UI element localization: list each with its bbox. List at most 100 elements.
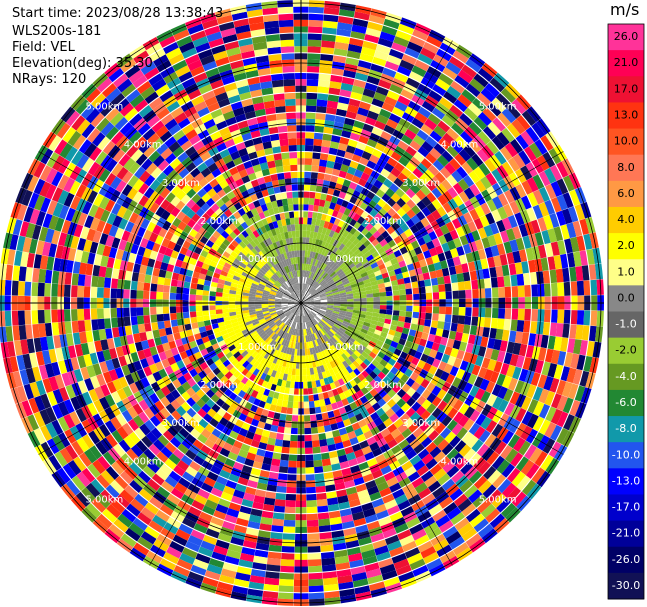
velocity-gate xyxy=(176,459,190,472)
velocity-gate xyxy=(417,53,433,66)
velocity-gate xyxy=(424,475,438,488)
velocity-gate xyxy=(468,121,483,136)
velocity-gate xyxy=(419,420,431,432)
velocity-gate xyxy=(291,328,295,336)
velocity-gate xyxy=(450,347,459,358)
velocity-gate xyxy=(305,454,314,462)
velocity-gate xyxy=(496,131,510,147)
velocity-gate xyxy=(420,378,431,389)
velocity-gate xyxy=(431,198,443,210)
velocity-gate xyxy=(305,125,315,133)
velocity-gate xyxy=(476,498,492,514)
velocity-gate xyxy=(432,434,445,447)
velocity-gate xyxy=(315,284,322,291)
velocity-gate xyxy=(278,591,294,600)
velocity-gate xyxy=(306,314,310,322)
velocity-gate xyxy=(389,482,402,494)
velocity-gate xyxy=(372,288,380,294)
velocity-gate xyxy=(386,295,394,301)
velocity-gate xyxy=(373,296,381,302)
velocity-gate xyxy=(110,308,118,318)
velocity-gate xyxy=(340,304,348,307)
velocity-gate xyxy=(270,424,279,433)
velocity-gate xyxy=(386,505,401,516)
velocity-gate xyxy=(332,189,341,198)
velocity-gate xyxy=(119,489,135,504)
velocity-gate xyxy=(339,310,347,314)
velocity-gate xyxy=(223,485,236,496)
velocity-gate xyxy=(396,388,407,399)
velocity-gate xyxy=(330,336,338,344)
velocity-gate xyxy=(252,562,267,571)
velocity-gate xyxy=(480,503,496,519)
velocity-gate xyxy=(411,204,422,215)
velocity-gate xyxy=(189,288,197,295)
velocity-gate xyxy=(371,98,384,109)
velocity-gate xyxy=(250,418,260,428)
velocity-gate xyxy=(124,484,139,499)
velocity-gate xyxy=(512,153,526,169)
velocity-gate xyxy=(280,559,295,567)
velocity-gate xyxy=(309,414,317,422)
velocity-gate xyxy=(140,506,156,521)
velocity-gate xyxy=(376,259,385,267)
velocity-gate xyxy=(441,267,450,277)
velocity-gate xyxy=(427,113,442,126)
velocity-gate xyxy=(442,91,458,105)
velocity-gate xyxy=(322,27,337,36)
velocity-gate xyxy=(301,289,303,297)
velocity-gate xyxy=(280,345,286,353)
velocity-gate xyxy=(405,188,416,199)
velocity-gate xyxy=(313,298,321,301)
velocity-gate xyxy=(377,557,394,569)
velocity-gate xyxy=(272,518,284,527)
velocity-gate xyxy=(353,258,361,266)
velocity-gate xyxy=(379,487,392,498)
velocity-gate xyxy=(463,418,475,432)
velocity-gate xyxy=(506,486,522,503)
velocity-gate xyxy=(288,313,293,319)
velocity-gate xyxy=(375,44,391,55)
velocity-gate xyxy=(311,280,316,287)
velocity-gate xyxy=(464,280,472,290)
velocity-gate xyxy=(459,479,474,494)
velocity-gate xyxy=(255,542,270,552)
velocity-gate xyxy=(196,517,211,529)
velocity-gate xyxy=(259,331,266,338)
velocity-gate xyxy=(382,212,392,222)
velocity-gate xyxy=(416,432,428,444)
velocity-gate xyxy=(315,218,321,227)
velocity-gate xyxy=(382,202,392,213)
velocity-gate xyxy=(416,395,427,406)
velocity-gate xyxy=(378,335,387,343)
velocity-gate xyxy=(312,318,318,325)
velocity-gate xyxy=(501,482,517,498)
velocity-gate xyxy=(170,399,181,410)
velocity-gate xyxy=(414,416,426,428)
velocity-gate xyxy=(337,219,345,228)
velocity-gate xyxy=(387,380,397,390)
velocity-gate xyxy=(274,439,283,447)
velocity-gate xyxy=(304,440,313,448)
velocity-gate xyxy=(341,398,350,407)
velocity-gate xyxy=(307,211,313,219)
velocity-gate xyxy=(352,309,360,314)
velocity-gate xyxy=(283,433,291,441)
velocity-gate xyxy=(556,395,568,412)
velocity-gate xyxy=(304,308,309,315)
velocity-gate xyxy=(303,204,309,212)
velocity-gate xyxy=(529,447,543,464)
velocity-gate xyxy=(200,428,212,439)
velocity-gate xyxy=(310,244,315,252)
velocity-gate xyxy=(136,281,145,291)
velocity-gate xyxy=(394,71,409,83)
velocity-gate xyxy=(503,203,514,218)
velocity-gate xyxy=(192,455,205,466)
velocity-gate xyxy=(303,270,306,277)
velocity-gate xyxy=(480,390,492,404)
velocity-gate xyxy=(372,292,380,298)
velocity-gate xyxy=(182,546,198,559)
velocity-gate xyxy=(379,563,396,575)
velocity-gate xyxy=(374,475,387,486)
velocity-gate xyxy=(264,374,271,383)
